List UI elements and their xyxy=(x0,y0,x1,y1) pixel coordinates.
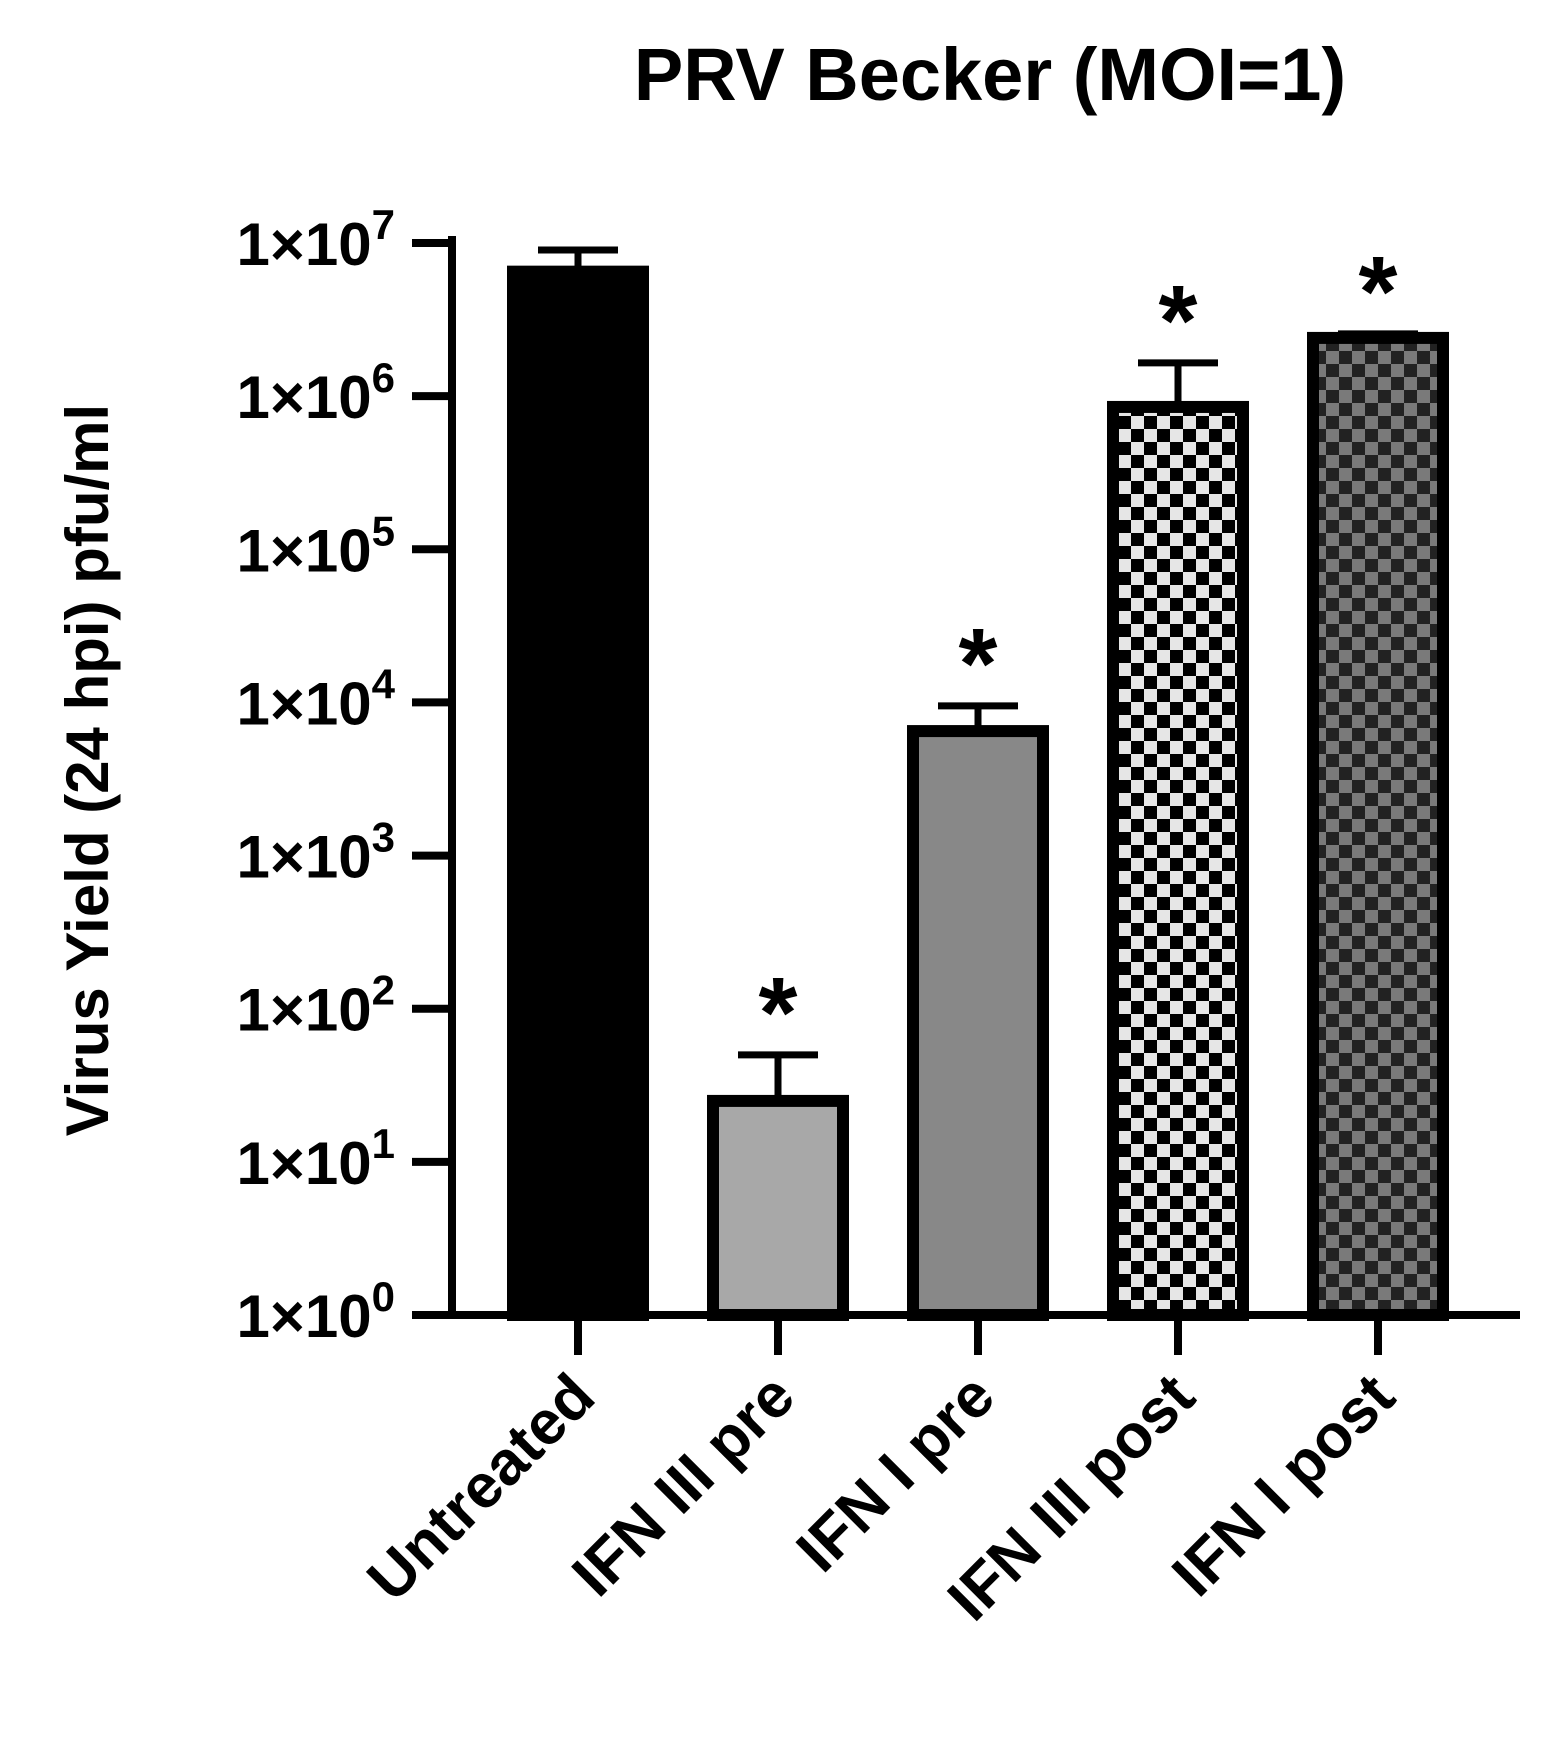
y-tick-exponent: 6 xyxy=(372,354,395,401)
y-tick-base: 1×10 xyxy=(236,1130,371,1197)
y-tick-label: 1×100 xyxy=(236,1273,395,1350)
x-tick-label: IFN III pre xyxy=(559,1361,808,1610)
y-tick-base: 1×10 xyxy=(236,211,371,278)
y-tick-exponent: 2 xyxy=(372,967,395,1014)
y-tick-label: 1×101 xyxy=(236,1120,395,1197)
y-tick-label: 1×103 xyxy=(236,814,395,891)
x-tick-label: Untreated xyxy=(354,1361,607,1614)
x-axis-ticks xyxy=(574,1315,1382,1355)
y-tick-exponent: 4 xyxy=(372,660,396,707)
y-tick-base: 1×10 xyxy=(236,977,371,1044)
y-tick-exponent: 1 xyxy=(372,1120,395,1167)
significance-star: * xyxy=(759,957,798,1069)
error-bars xyxy=(538,246,1418,1101)
significance-star: * xyxy=(1359,236,1398,348)
y-tick-base: 1×10 xyxy=(236,517,371,584)
y-axis-label: Virus Yield (24 hpi) pfu/ml xyxy=(54,404,121,1136)
y-tick-label: 1×106 xyxy=(236,354,395,431)
bar xyxy=(1307,331,1449,1322)
y-tick-base: 1×10 xyxy=(236,670,371,737)
bar xyxy=(507,265,649,1321)
x-tick-label: IFN I post xyxy=(1159,1361,1407,1609)
y-tick-label: 1×104 xyxy=(236,660,395,737)
significance-markers: * * * * xyxy=(759,236,1398,1069)
bars xyxy=(507,265,1449,1322)
y-tick-label: 1×102 xyxy=(236,967,395,1044)
bar xyxy=(1107,400,1249,1321)
y-tick-base: 1×10 xyxy=(236,364,371,431)
bar xyxy=(907,725,1049,1321)
y-tick-exponent: 5 xyxy=(372,507,395,554)
y-tick-label: 1×105 xyxy=(236,507,395,584)
significance-star: * xyxy=(1159,265,1198,377)
y-tick-exponent: 0 xyxy=(372,1273,395,1320)
significance-star: * xyxy=(959,608,998,720)
bar xyxy=(707,1094,849,1322)
chart-title: PRV Becker (MOI=1) xyxy=(634,33,1346,116)
y-tick-label: 1×107 xyxy=(236,201,395,278)
y-tick-base: 1×10 xyxy=(236,1283,371,1350)
y-tick-exponent: 7 xyxy=(372,201,395,248)
y-tick-exponent: 3 xyxy=(372,814,395,861)
y-tick-base: 1×10 xyxy=(236,824,371,891)
